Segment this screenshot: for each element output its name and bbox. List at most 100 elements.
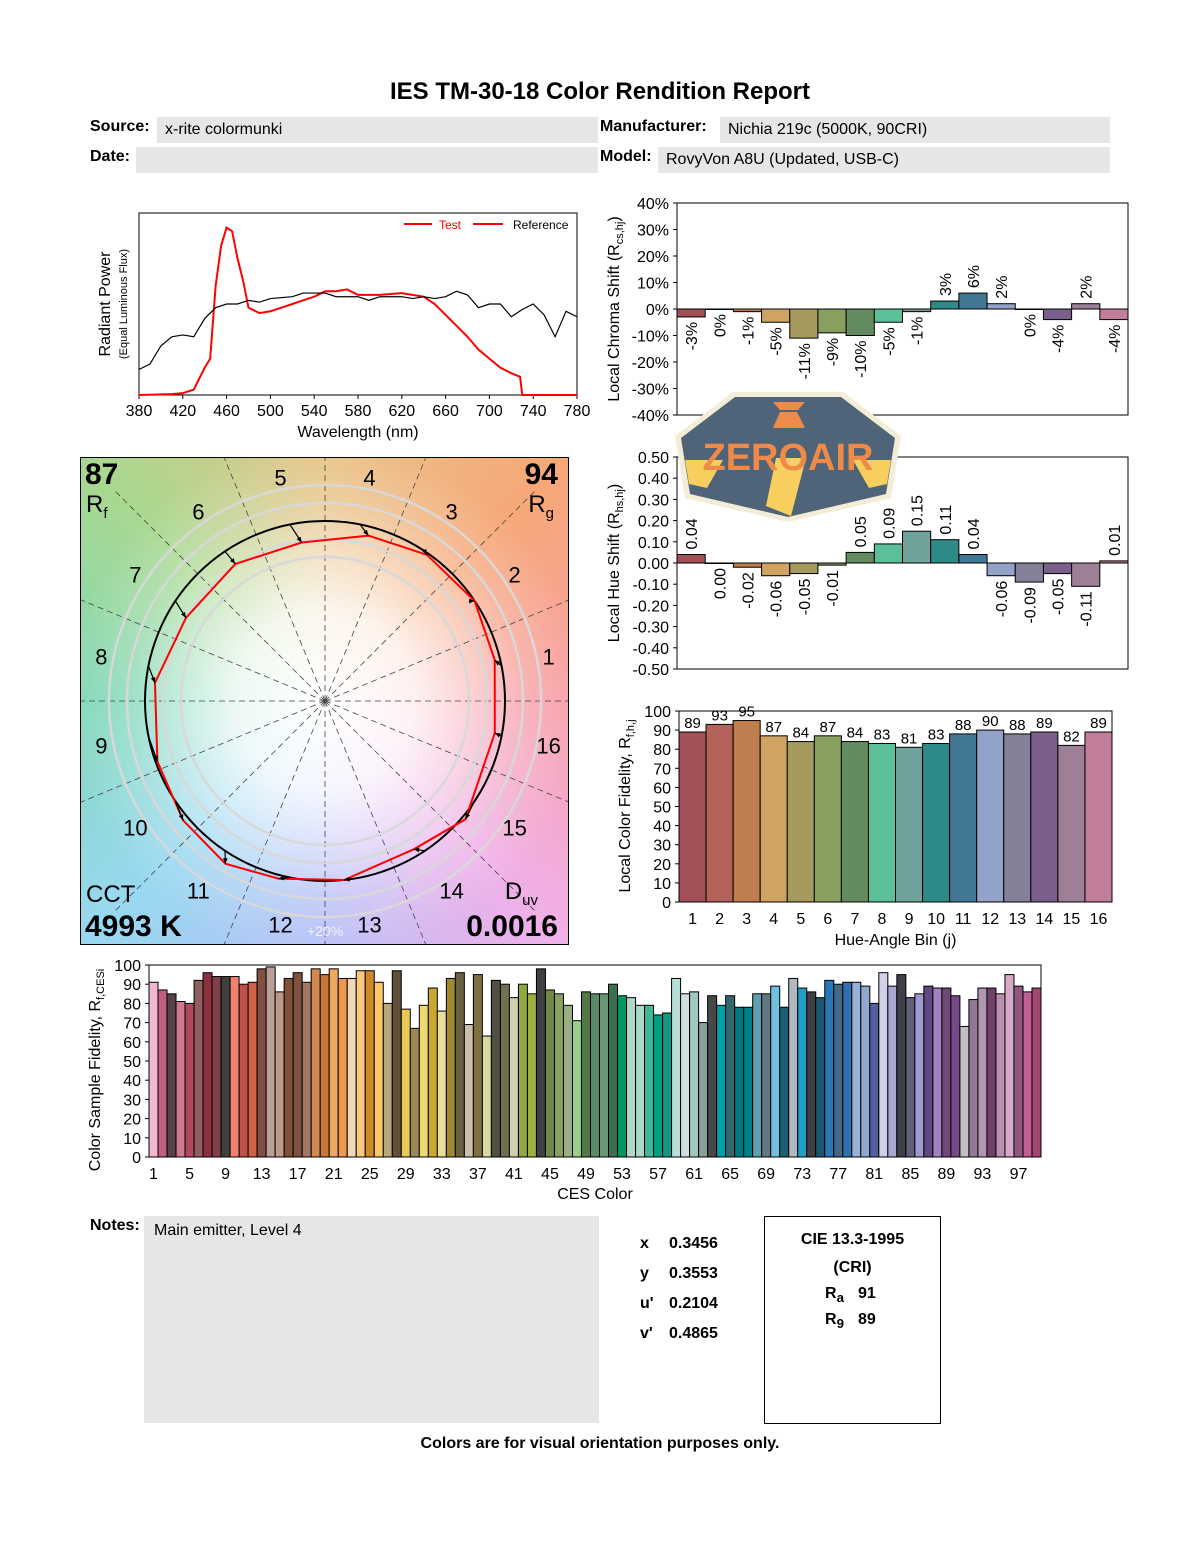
- fid-y-tick-label: 80: [653, 742, 671, 759]
- model-label: Model:: [600, 148, 652, 165]
- legend-test-label: Test: [439, 218, 462, 232]
- ces-bar: [418, 1004, 429, 1158]
- r9-row: R9 89: [765, 1311, 940, 1331]
- ces-x-tick-label: 85: [901, 1166, 919, 1183]
- ces-x-tick-label: 65: [721, 1166, 739, 1183]
- ces-y-tick-label: 90: [123, 977, 141, 994]
- bin-boundary-line: [81, 700, 326, 803]
- chroma-bar: [986, 303, 1016, 310]
- fid-data-label: 93: [711, 707, 728, 724]
- hue-bar: [676, 554, 706, 564]
- spd-x-tick-label: 380: [126, 403, 153, 420]
- hue-bar: [1014, 562, 1044, 583]
- fid-data-label: 82: [1063, 728, 1080, 745]
- hue-data-label: 0.00: [712, 568, 729, 599]
- ces-bar: [589, 993, 601, 1158]
- reference-circle: [144, 520, 506, 882]
- fid-data-label: 88: [955, 717, 972, 734]
- arrow-head: [465, 813, 471, 820]
- chromaticity-value: 0.3456: [669, 1235, 718, 1252]
- chroma-data-label: -1%: [740, 317, 757, 345]
- arrow-head: [344, 876, 350, 882]
- cct-value: 4993 K: [85, 910, 182, 943]
- chromaticity-value: 0.4865: [669, 1325, 718, 1342]
- hue-data-label: -0.02: [740, 572, 757, 609]
- chroma-data-label: 3%: [938, 273, 955, 296]
- fid-data-label: 84: [847, 725, 864, 742]
- ces-y-tick-label: 40: [123, 1073, 141, 1090]
- chromaticity-value: 0.3553: [669, 1265, 718, 1282]
- ces-bar: [211, 976, 222, 1158]
- ces-bar: [373, 981, 384, 1158]
- arrow-head: [153, 755, 158, 762]
- spd-x-tick-label: 420: [169, 403, 196, 420]
- ces-bar: [445, 977, 456, 1158]
- ces-x-tick-label: 37: [469, 1166, 487, 1183]
- ces-x-tick-label: 41: [505, 1166, 523, 1183]
- ces-bar: [941, 987, 952, 1158]
- ces-bar: [247, 981, 258, 1158]
- ces-bar: [734, 1006, 745, 1158]
- ring-scale-label: +20%: [307, 923, 343, 939]
- spd-x-tick-label: 500: [257, 403, 284, 420]
- ces-x-tick-label: 49: [577, 1166, 595, 1183]
- fid-bar: [840, 741, 869, 903]
- chroma-bar: [817, 308, 847, 334]
- arrow-head: [181, 611, 186, 618]
- date-field: [136, 147, 598, 173]
- ces-bar: [553, 993, 564, 1158]
- ces-bar: [562, 1004, 573, 1158]
- hue-bar: [1042, 562, 1073, 575]
- chromaticity-row: x 0.3456: [640, 1235, 718, 1265]
- chroma-y-tick-label: 10%: [637, 276, 669, 293]
- arrow-head: [178, 814, 184, 821]
- hue-data-label: 0.01: [1107, 525, 1124, 556]
- arrow-head: [230, 558, 236, 564]
- ces-bar: [400, 1008, 411, 1158]
- hue-bar: [789, 562, 819, 575]
- duv-label: Duv: [504, 878, 538, 908]
- fid-x-tick-label: 14: [1035, 911, 1053, 928]
- chromaticity-value: 0.2104: [669, 1295, 718, 1312]
- ces-bar: [220, 976, 231, 1158]
- hue-bar: [1071, 562, 1101, 587]
- fid-y-tick-label: 100: [644, 704, 671, 721]
- chroma-y-tick-label: -40%: [632, 408, 669, 425]
- arrow-head: [494, 660, 501, 666]
- bin-label: 5: [274, 465, 286, 490]
- hue-y-tick-label: 0.40: [638, 471, 669, 488]
- chroma-bar: [676, 308, 706, 318]
- fid-x-tick-label: 15: [1063, 911, 1081, 928]
- ces-bar: [472, 974, 483, 1158]
- chroma-y-tick-label: 20%: [637, 249, 669, 266]
- spd-x-tick-label: 460: [213, 403, 240, 420]
- rg-sub: g: [545, 504, 554, 522]
- duv-letter: D: [504, 878, 523, 905]
- hue-data-label: 0.04: [684, 518, 701, 549]
- fid-x-tick-label: 7: [850, 911, 859, 928]
- spd-x-tick-label: 580: [345, 403, 372, 420]
- cct-label: CCT: [86, 881, 136, 908]
- bin-label: 4: [363, 465, 375, 490]
- fid-x-tick-label: 5: [796, 911, 805, 928]
- footer-note: Colors are for visual orientation purpos…: [420, 1435, 780, 1452]
- fid-bar: [759, 735, 788, 903]
- fidelity-ring: [161, 537, 489, 865]
- spd-y-axis-label: Radiant Power: [97, 251, 114, 357]
- fid-y-tick-label: 60: [653, 780, 671, 797]
- ces-bar: [508, 997, 519, 1158]
- arrow-head: [296, 536, 302, 543]
- chroma-y-tick-label: -20%: [632, 355, 669, 372]
- chroma-data-label: 0%: [1022, 314, 1039, 337]
- ces-bar: [292, 972, 303, 1158]
- ces-bar: [436, 1010, 447, 1158]
- fid-data-label: 81: [901, 730, 918, 747]
- ces-bar: [950, 995, 961, 1158]
- ces-bar: [878, 972, 889, 1158]
- fid-y-tick-label: 40: [653, 819, 671, 836]
- ces-y-tick-label: 30: [123, 1092, 141, 1109]
- spd-x-tick-label: 780: [564, 403, 591, 420]
- ces-bar: [229, 976, 240, 1158]
- ces-bar: [1013, 985, 1024, 1158]
- fid-y-tick-label: 20: [653, 857, 671, 874]
